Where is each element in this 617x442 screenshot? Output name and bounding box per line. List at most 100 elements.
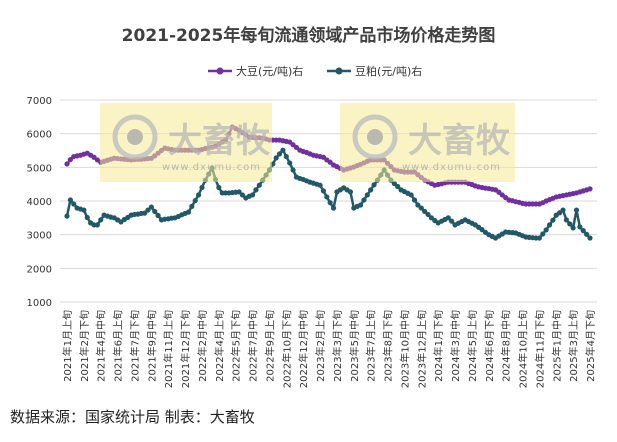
x-tick-label: 2021年6月上旬 bbox=[112, 310, 125, 382]
x-tick-label: 2021年9月中旬 bbox=[145, 310, 158, 382]
x-tick-label: 2024年5月上旬 bbox=[466, 310, 479, 382]
data-point bbox=[330, 205, 337, 211]
data-point bbox=[540, 231, 546, 237]
watermark-url: www.dxumu.com bbox=[162, 162, 261, 173]
data-point bbox=[567, 221, 573, 227]
data-point bbox=[368, 187, 374, 193]
data-point bbox=[550, 217, 556, 223]
data-point bbox=[98, 217, 104, 223]
data-point bbox=[395, 183, 401, 190]
x-tick-label: 2023年3月下旬 bbox=[331, 310, 344, 382]
data-point bbox=[142, 210, 148, 216]
data-point bbox=[81, 207, 87, 213]
x-tick-label: 2023年5月中旬 bbox=[348, 310, 361, 382]
data-point bbox=[287, 160, 293, 166]
x-tick-label: 2024年6月下旬 bbox=[483, 310, 496, 382]
watermark-brand: 大畜牧 bbox=[168, 121, 271, 161]
data-point bbox=[364, 192, 370, 198]
x-tick-label: 2021年2月下旬 bbox=[78, 310, 91, 382]
data-point bbox=[152, 208, 158, 215]
x-tick-label: 2025年4月下旬 bbox=[584, 310, 597, 382]
data-point bbox=[391, 180, 397, 187]
x-tick-label: 2024年10月上旬 bbox=[517, 310, 530, 388]
x-tick-label: 2022年10月下旬 bbox=[280, 310, 293, 388]
watermark-brand: 大畜牧 bbox=[408, 121, 511, 161]
data-point bbox=[94, 222, 100, 228]
data-point bbox=[249, 192, 256, 198]
data-point bbox=[580, 228, 586, 234]
series-soybean-meal bbox=[64, 147, 593, 241]
source-footer: 数据来源：国家统计局 制表：大畜牧 bbox=[10, 408, 255, 426]
y-tick-label: 6000 bbox=[27, 130, 52, 141]
y-tick-label: 5000 bbox=[27, 163, 52, 174]
watermark-logo-icon bbox=[352, 114, 398, 160]
x-tick-label: 2023年2月上旬 bbox=[314, 310, 327, 382]
data-point bbox=[148, 204, 154, 210]
data-point bbox=[185, 209, 192, 215]
data-point bbox=[573, 207, 580, 213]
x-tick-label: 2022年12月中旬 bbox=[297, 310, 310, 388]
data-point bbox=[283, 153, 289, 160]
x-tick-label: 2022年9月上旬 bbox=[263, 310, 276, 382]
data-point bbox=[327, 200, 333, 206]
x-tick-label: 2024年1月下旬 bbox=[432, 310, 445, 382]
chart-title: 2021-2025年每旬流通领域产品市场价格走势图 bbox=[121, 26, 496, 46]
data-point bbox=[570, 225, 576, 231]
x-tick-label: 2023年12月上旬 bbox=[415, 310, 428, 388]
data-point bbox=[64, 161, 70, 167]
data-point bbox=[418, 205, 424, 211]
data-point bbox=[560, 207, 566, 213]
data-point bbox=[189, 203, 195, 209]
legend-marker bbox=[335, 67, 343, 75]
data-point bbox=[415, 202, 421, 208]
data-point bbox=[64, 213, 70, 219]
data-point bbox=[155, 212, 161, 219]
data-point bbox=[192, 198, 198, 204]
x-tick-label: 2022年7月中旬 bbox=[247, 310, 260, 382]
y-tick-label: 7000 bbox=[27, 96, 52, 107]
watermark-logo-icon bbox=[112, 114, 158, 160]
data-point bbox=[256, 182, 262, 188]
data-point bbox=[408, 192, 414, 198]
data-point bbox=[543, 227, 549, 233]
x-tick-label: 2023年7月上旬 bbox=[365, 310, 378, 382]
data-point bbox=[449, 218, 455, 224]
legend-marker bbox=[216, 67, 224, 75]
data-point bbox=[84, 214, 90, 221]
x-tick-label: 2022年2月中旬 bbox=[196, 310, 209, 382]
data-point bbox=[357, 202, 364, 208]
x-tick-label: 2025年1月中旬 bbox=[550, 310, 563, 382]
watermark-url: www.dxumu.com bbox=[402, 162, 501, 173]
x-tick-label: 2023年8月下旬 bbox=[382, 310, 395, 382]
data-point bbox=[273, 155, 279, 161]
data-point bbox=[320, 188, 327, 194]
data-point bbox=[195, 192, 202, 198]
x-tick-label: 2024年8月中旬 bbox=[500, 310, 513, 382]
x-tick-label: 2025年3月上旬 bbox=[567, 310, 580, 382]
data-point bbox=[584, 231, 590, 237]
data-point bbox=[280, 147, 286, 153]
x-tick-label: 2024年3月中旬 bbox=[449, 310, 462, 382]
data-point bbox=[411, 197, 418, 203]
x-tick-label: 2023年10月中旬 bbox=[398, 310, 411, 388]
data-point bbox=[276, 151, 283, 157]
x-tick-label: 2021年11月上旬 bbox=[162, 310, 175, 388]
data-point bbox=[253, 187, 259, 193]
watermark-logo-icon bbox=[127, 129, 143, 145]
data-point bbox=[361, 197, 367, 203]
y-tick-label: 4000 bbox=[27, 197, 52, 208]
x-tick-label: 2021年4月中旬 bbox=[95, 310, 108, 382]
data-point bbox=[422, 208, 428, 215]
data-point bbox=[587, 186, 593, 192]
data-point bbox=[290, 167, 296, 173]
y-tick-label: 2000 bbox=[27, 264, 52, 275]
data-point bbox=[239, 192, 246, 198]
x-tick-label: 2021年1月上旬 bbox=[61, 310, 74, 382]
data-point bbox=[587, 235, 593, 241]
data-point bbox=[536, 235, 542, 241]
data-point bbox=[425, 211, 431, 218]
